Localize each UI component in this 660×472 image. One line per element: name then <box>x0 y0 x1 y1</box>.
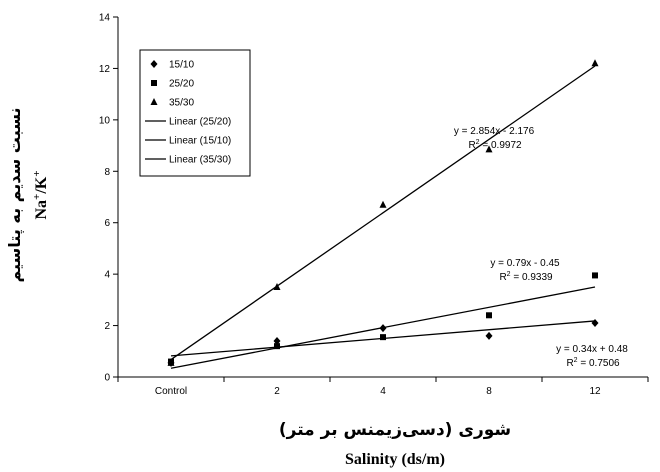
data-point <box>274 343 280 349</box>
data-point <box>380 334 386 340</box>
legend-label: Linear (15/10) <box>169 136 231 147</box>
trend-equation: y = 2.854x - 2.176 <box>454 126 535 137</box>
legend: 15/10 25/20 35/30 Linear (25/20) Linear (15/… <box>140 50 250 176</box>
y-tick-label: 14 <box>99 13 111 24</box>
legend-label: 35/30 <box>169 98 194 109</box>
legend-marker <box>151 80 157 86</box>
x-axis-title-english: Salinity (ds/m) <box>345 451 445 468</box>
trend-r2: R2 = 0.9972 <box>468 139 522 151</box>
y-axis-title-persian: نسبت سدیم به پتاسیم <box>5 107 25 282</box>
y-tick-label: 10 <box>99 115 111 126</box>
legend-label: 15/10 <box>169 60 194 71</box>
legend-label: Linear (35/30) <box>169 155 231 166</box>
x-axis-title-persian: شوری (دسی‌زیمنس بر متر) <box>279 420 511 440</box>
data-point <box>592 319 599 327</box>
x-tick-label: 4 <box>380 386 386 397</box>
data-point <box>486 312 492 318</box>
trend-r2: R2 = 0.9339 <box>499 271 553 283</box>
trend-annotations: y = 0.79x - 0.45 R2 = 0.9339 y = 0.34x + 0… <box>454 126 628 369</box>
x-tick-label: 8 <box>486 386 492 397</box>
y-tick-label: 8 <box>104 167 110 178</box>
data-point <box>592 59 599 66</box>
data-point <box>380 201 387 208</box>
data-point <box>380 324 387 332</box>
data-point <box>486 332 493 340</box>
y-tick-label: 4 <box>104 270 110 281</box>
trend-r2: R2 = 0.7506 <box>566 357 620 369</box>
legend-label: Linear (25/20) <box>169 117 231 128</box>
y-axis-title-english: Na+/K+ <box>31 170 50 219</box>
legend-label: 25/20 <box>169 79 194 90</box>
x-tick-label: Control <box>155 386 187 397</box>
trend-equation: y = 0.79x - 0.45 <box>490 258 560 269</box>
trend-equation: y = 0.34x + 0.48 <box>556 344 628 355</box>
y-tick-label: 6 <box>104 218 110 229</box>
y-tick-label: 0 <box>104 373 110 384</box>
y-tick-label: 2 <box>104 321 110 332</box>
x-tick-label: 2 <box>274 386 280 397</box>
x-tick-label: 12 <box>589 386 601 397</box>
data-point <box>592 272 598 278</box>
y-tick-label: 12 <box>99 64 111 75</box>
